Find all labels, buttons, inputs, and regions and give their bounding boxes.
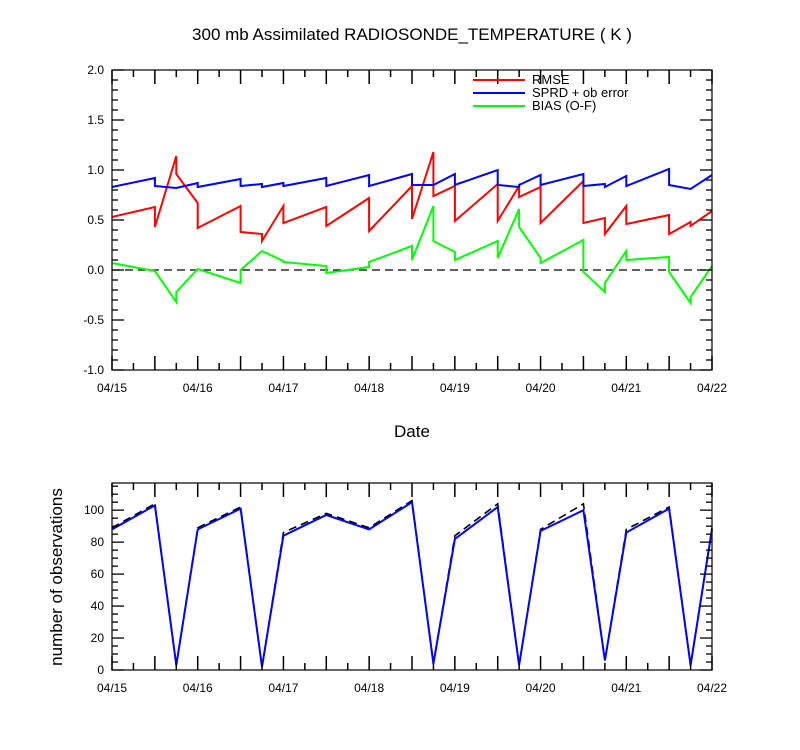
bottom-x-tick-label: 04/20 bbox=[526, 681, 556, 695]
top-y-tick-label: 1.0 bbox=[87, 163, 104, 177]
top-axes: 04/15 04/16 04/17 04/18 04/19 04/20 04/21 04/22… bbox=[83, 63, 727, 395]
bottom-frame bbox=[111, 482, 713, 671]
top-x-tick-label: 04/21 bbox=[611, 381, 641, 395]
legend-label-1: SPRD + ob error bbox=[532, 85, 629, 100]
top-plot: 04/15 04/16 04/17 04/18 04/19 04/20 04/21 04/22… bbox=[83, 63, 727, 395]
top-x-tick-label: 04/20 bbox=[526, 381, 556, 395]
bottom-axes: 04/15 04/16 04/17 04/18 04/19 04/20 04/21 04/22… bbox=[84, 482, 727, 695]
bottom-series-line-series-0 bbox=[111, 499, 713, 667]
top-x-tick-label: 04/15 bbox=[97, 381, 127, 395]
top-y-tick-label: 0.0 bbox=[87, 263, 104, 277]
top-y-tick-label: -0.5 bbox=[83, 313, 104, 327]
bottom-x-tick-label: 04/18 bbox=[354, 681, 384, 695]
top-frame bbox=[111, 69, 713, 371]
bottom-y-tick-label: 40 bbox=[91, 599, 105, 613]
bottom-series-line-series-1 bbox=[111, 500, 713, 667]
chart-title: 300 mb Assimilated RADIOSONDE_TEMPERATUR… bbox=[192, 25, 632, 44]
top-series-line-bias-o-f bbox=[111, 205, 713, 307]
legend-label-2: BIAS (O-F) bbox=[532, 98, 596, 113]
top-y-tick-label: 1.5 bbox=[87, 113, 104, 127]
top-y-tick-label: -1.0 bbox=[83, 363, 104, 377]
bottom-x-tick-label: 04/19 bbox=[440, 681, 470, 695]
bottom-y-tick-label: 80 bbox=[91, 535, 105, 549]
top-x-tick-label: 04/17 bbox=[268, 381, 298, 395]
top-series-line-sprd-ob-error bbox=[111, 167, 713, 191]
top-x-axis-label: Date bbox=[394, 422, 430, 441]
top-x-tick-label: 04/16 bbox=[183, 381, 213, 395]
bottom-x-tick-label: 04/22 bbox=[697, 681, 727, 695]
bottom-y-tick-label: 60 bbox=[91, 567, 105, 581]
bottom-y-tick-label: 100 bbox=[84, 503, 104, 517]
top-series-line-rmse bbox=[111, 151, 713, 245]
bottom-y-axis-label: number of observations bbox=[47, 488, 66, 666]
top-x-tick-label: 04/22 bbox=[697, 381, 727, 395]
top-y-tick-label: 2.0 bbox=[87, 63, 104, 77]
top-series-group bbox=[111, 151, 713, 307]
bottom-x-tick-label: 04/15 bbox=[97, 681, 127, 695]
bottom-x-tick-label: 04/21 bbox=[611, 681, 641, 695]
legend-label-0: RMSE bbox=[532, 72, 570, 87]
bottom-y-tick-label: 0 bbox=[97, 663, 104, 677]
bottom-x-tick-label: 04/17 bbox=[268, 681, 298, 695]
bottom-x-tick-label: 04/16 bbox=[183, 681, 213, 695]
bottom-y-tick-label: 20 bbox=[91, 631, 105, 645]
top-x-tick-label: 04/19 bbox=[440, 381, 470, 395]
top-y-tick-label: 0.5 bbox=[87, 213, 104, 227]
top-x-tick-label: 04/18 bbox=[354, 381, 384, 395]
bottom-series-group bbox=[111, 499, 713, 667]
bottom-plot: 04/15 04/16 04/17 04/18 04/19 04/20 04/21 04/22… bbox=[84, 482, 727, 695]
